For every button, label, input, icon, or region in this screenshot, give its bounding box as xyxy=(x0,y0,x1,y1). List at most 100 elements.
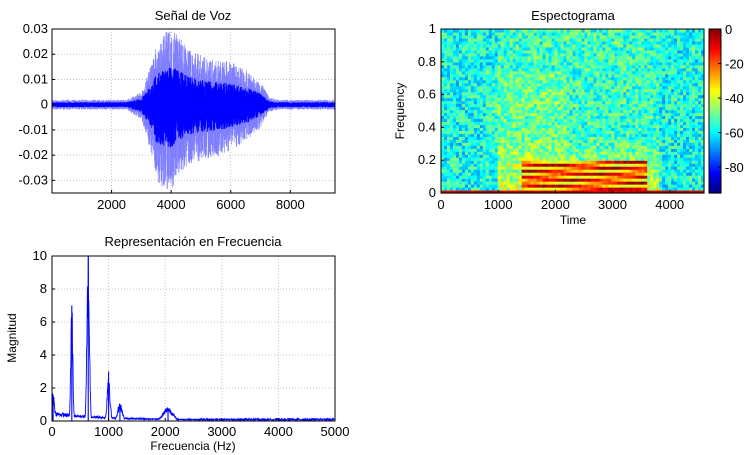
spectrogram-cell xyxy=(611,37,615,42)
spectrogram-cell xyxy=(470,163,475,167)
spectrogram-cell xyxy=(689,163,693,167)
spectrogram-cell xyxy=(686,181,690,185)
spectrogram-cell xyxy=(677,64,681,69)
spectrogram-cell xyxy=(584,109,589,114)
spectrogram-cell xyxy=(617,118,621,123)
spectrogram-cell xyxy=(560,157,565,161)
spectrogram-cell xyxy=(464,115,469,120)
spectrogram-cell xyxy=(488,178,493,182)
spectrogram-cell xyxy=(563,130,568,134)
spectrogram-cell xyxy=(518,139,523,143)
spectrogram-cell xyxy=(575,184,580,188)
spectrogram-cell xyxy=(653,118,657,123)
spectrogram-cell xyxy=(593,154,598,158)
spectrogram-cell xyxy=(638,172,642,176)
spectrogram-cell xyxy=(632,76,636,81)
spectrogram-cell xyxy=(644,142,648,146)
spectrogram-cell xyxy=(584,121,589,126)
spectrogram-cell xyxy=(674,160,678,164)
spectrogram-cell xyxy=(656,55,660,60)
spectrogram-cell xyxy=(590,151,595,155)
spectrogram-cell xyxy=(587,142,592,146)
spectrogram-cell xyxy=(458,121,463,126)
spectrogram-cell xyxy=(668,142,672,146)
spectrogram-cell xyxy=(620,67,624,72)
spectrogram-cell xyxy=(620,40,624,45)
spectrogram-cell xyxy=(536,55,541,60)
spectrogram-cell xyxy=(659,142,663,146)
spectrogram-cell xyxy=(698,31,702,36)
spectrogram-cell xyxy=(512,49,517,54)
spectrogram-cell xyxy=(545,160,550,164)
spectrogram-cell xyxy=(503,112,508,117)
spectrogram-cell xyxy=(608,106,612,111)
spectrogram-cell xyxy=(605,34,609,39)
spectrogram-cell xyxy=(542,76,547,81)
spectrogram-cell xyxy=(441,124,445,128)
spectrogram-cell xyxy=(497,40,502,45)
spectrogram-cell xyxy=(530,118,535,123)
spectrogram-cell xyxy=(485,130,490,134)
spectrogram-cell xyxy=(575,109,580,114)
spectrogram-cell xyxy=(695,40,699,45)
spectrogram-cell xyxy=(458,175,463,179)
spectrogram-cell xyxy=(557,29,562,33)
spectrogram-cell xyxy=(611,85,615,90)
spectrogram-cell xyxy=(611,52,615,57)
y-tick-label: 0 xyxy=(429,185,436,200)
spectrogram-cell xyxy=(656,100,660,105)
spectrogram-cell xyxy=(605,67,609,72)
spectrogram-cell xyxy=(578,178,583,182)
spectrogram-cell xyxy=(527,133,532,137)
spectrogram-cell xyxy=(623,40,627,45)
spectrogram-cell xyxy=(638,46,642,51)
spectrogram-cell xyxy=(488,46,493,51)
spectrogram-cell xyxy=(473,91,478,96)
spectrogram-cell xyxy=(506,136,511,140)
spectrogram-cell xyxy=(449,169,454,173)
spectrogram-cell xyxy=(683,136,687,140)
spectrogram-cell xyxy=(527,127,532,131)
spectrogram-cell xyxy=(620,151,624,155)
spectrogram-cell xyxy=(518,181,523,185)
spectrogram-cell xyxy=(644,73,648,78)
spectrogram-cell xyxy=(524,172,529,176)
spectrogram-cell xyxy=(605,103,609,108)
spectrogram-cell xyxy=(446,172,451,176)
spectrogram-cell xyxy=(587,118,592,123)
spectrogram-cell xyxy=(689,29,693,33)
spectrogram-cell xyxy=(692,130,696,134)
spectrogram-cell xyxy=(458,118,463,123)
spectrogram-cell xyxy=(497,31,502,36)
spectrogram-cell xyxy=(653,49,657,54)
spectrogram-cell xyxy=(671,172,675,176)
spectrogram-cell xyxy=(548,43,553,48)
spectrogram-cell xyxy=(551,88,556,93)
spectrogram-cell xyxy=(527,46,532,51)
spectrogram-cell xyxy=(524,103,529,108)
spectrogram-cell xyxy=(464,109,469,114)
spectrogram-cell xyxy=(461,61,466,66)
spectrogram-cell xyxy=(638,115,642,120)
spectrogram-cell xyxy=(665,160,669,164)
spectrogram-cell xyxy=(617,145,621,149)
spectrogram-cell xyxy=(698,181,702,185)
spectrogram-cell xyxy=(551,70,556,75)
spectrogram-cell xyxy=(500,148,505,152)
spectrogram-cell xyxy=(611,79,615,84)
spectrogram-cell xyxy=(473,46,478,51)
spectrogram-cell xyxy=(638,52,642,57)
spectrogram-cell xyxy=(491,181,496,185)
spectrogram-cell xyxy=(614,145,618,149)
spectrogram-cell xyxy=(698,67,702,72)
spectrogram-cell xyxy=(464,94,469,99)
spectrogram-cell xyxy=(512,73,517,78)
spectrogram-cell xyxy=(656,151,660,155)
spectrogram-cell xyxy=(455,112,460,117)
spectrogram-cell xyxy=(455,94,460,99)
spectrogram-cell xyxy=(527,175,532,179)
spectrogram-cell xyxy=(506,184,511,188)
colorbar-segment xyxy=(709,98,721,102)
spectrogram-cell xyxy=(515,43,520,48)
spectrogram-cell xyxy=(629,85,633,90)
